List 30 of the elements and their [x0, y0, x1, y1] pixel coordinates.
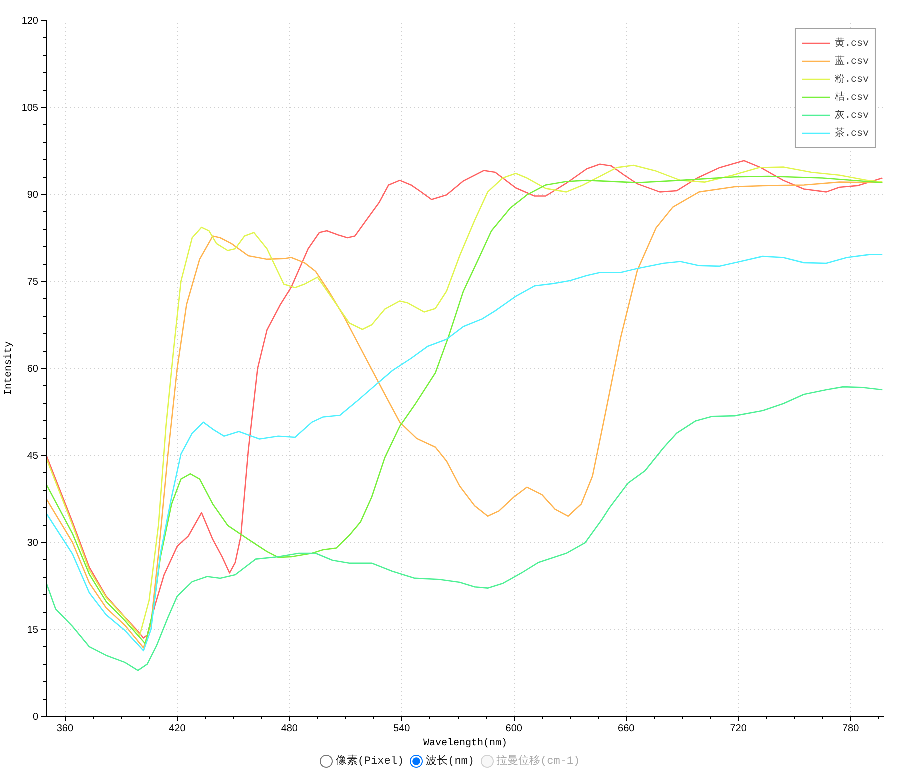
- legend-label: 灰.csv: [834, 109, 869, 123]
- y-tick-label: 30: [27, 538, 39, 549]
- legend-label: 桔.csv: [834, 90, 869, 105]
- x-axis-title: Wavelength(nm): [423, 738, 508, 750]
- x-tick-label: 720: [730, 724, 748, 734]
- x-tick-label: 780: [842, 724, 860, 734]
- y-tick-label: 60: [27, 364, 39, 375]
- legend-label: 粉.csv: [834, 73, 869, 87]
- y-axis-title: Intensity: [2, 341, 15, 396]
- x-tick-label: 360: [56, 724, 74, 734]
- y-tick-label: 0: [32, 712, 39, 723]
- y-tick-label: 45: [27, 451, 39, 462]
- line-series: [46, 254, 884, 652]
- x-tick-label: 480: [281, 724, 298, 734]
- y-tick-label: 105: [22, 103, 39, 114]
- y-tick-label: 120: [22, 16, 39, 27]
- text: 波长(nm): [425, 756, 474, 768]
- x-tick-label: 600: [506, 724, 523, 734]
- text: 拉曼位移(cm-1): [496, 756, 580, 768]
- text: 像素(Pixel): [334, 756, 404, 768]
- y-tick-label: 75: [27, 277, 39, 288]
- line-series: [46, 386, 884, 672]
- x-tick-label: 660: [618, 724, 636, 734]
- x-tick-label: 540: [394, 724, 411, 734]
- legend-label: 蓝.csv: [834, 54, 869, 69]
- legend-label: 茶.csv: [834, 126, 869, 141]
- legend-label: 黄.csv: [834, 36, 869, 51]
- y-tick-label: 15: [27, 625, 39, 636]
- y-tick-label: 90: [27, 190, 39, 201]
- x-tick-label: 420: [169, 724, 186, 734]
